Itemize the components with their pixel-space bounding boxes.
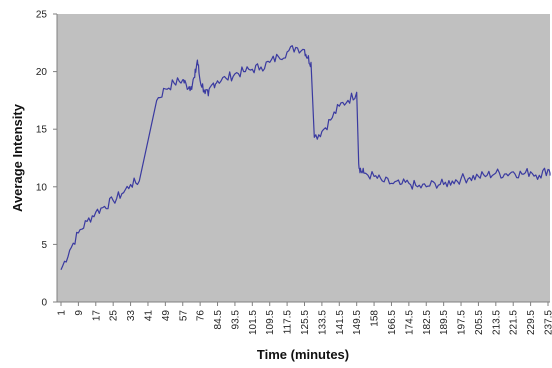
x-tick-label: 49 bbox=[161, 310, 172, 322]
x-tick-label: 25 bbox=[109, 310, 120, 322]
x-tick-label: 213.5 bbox=[491, 310, 502, 335]
y-tick-label: 20 bbox=[36, 67, 48, 78]
x-tick-label: 9 bbox=[74, 310, 85, 316]
y-tick-label: 0 bbox=[41, 298, 47, 309]
x-tick-label: 229.5 bbox=[526, 310, 537, 335]
x-tick-label: 166.5 bbox=[387, 310, 398, 335]
x-tick-label: 189.5 bbox=[439, 310, 450, 335]
x-axis-ticks: 1 9 17 25 33 41 49 57 76 84.5 93.5 101.5 109.5 117.5 1… bbox=[57, 302, 552, 335]
x-tick-label: 182.5 bbox=[422, 310, 433, 335]
x-tick-label: 41 bbox=[143, 310, 154, 322]
x-tick-label: 237.5 bbox=[544, 310, 552, 335]
x-tick-label: 149.5 bbox=[352, 310, 363, 335]
x-tick-label: 84.5 bbox=[213, 310, 224, 330]
y-tick-label: 10 bbox=[36, 182, 48, 193]
y-tick-label: 25 bbox=[36, 10, 48, 21]
x-tick-label: 221.5 bbox=[509, 310, 520, 335]
x-tick-label: 205.5 bbox=[474, 310, 485, 335]
y-axis-title: Average Intensity bbox=[10, 103, 25, 212]
x-tick-label: 158 bbox=[370, 310, 381, 327]
x-tick-label: 76 bbox=[196, 310, 207, 322]
x-tick-label: 93.5 bbox=[230, 310, 241, 330]
x-axis-title: Time (minutes) bbox=[257, 347, 349, 362]
x-tick-label: 125.5 bbox=[300, 310, 311, 335]
y-tick-label: 5 bbox=[41, 240, 47, 251]
x-tick-label: 133.5 bbox=[317, 310, 328, 335]
series-line bbox=[60, 45, 551, 270]
y-tick-label: 15 bbox=[36, 125, 48, 136]
x-tick-label: 197.5 bbox=[457, 310, 468, 335]
y-axis-ticks: 0 5 10 15 20 25 bbox=[36, 10, 57, 309]
x-tick-label: 109.5 bbox=[265, 310, 276, 335]
x-tick-label: 174.5 bbox=[404, 310, 415, 335]
x-tick-label: 141.5 bbox=[335, 310, 346, 335]
plot-area bbox=[57, 14, 550, 302]
x-tick-label: 117.5 bbox=[283, 310, 294, 335]
x-tick-label: 17 bbox=[91, 310, 102, 322]
x-tick-label: 1 bbox=[57, 310, 68, 316]
x-tick-label: 101.5 bbox=[248, 310, 259, 335]
x-tick-label: 33 bbox=[126, 310, 137, 322]
x-tick-label: 57 bbox=[178, 310, 189, 322]
